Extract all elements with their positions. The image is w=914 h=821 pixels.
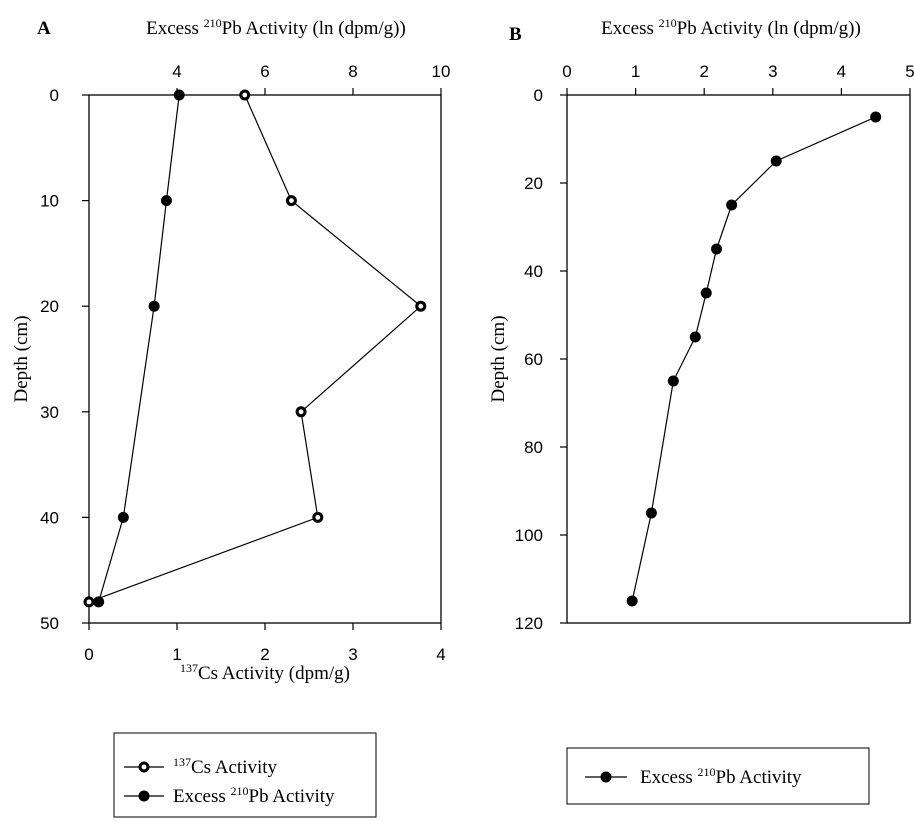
panel-label-a: A: [37, 18, 51, 39]
data-point-a-0-4: [312, 511, 324, 523]
data-point-a-1-3: [117, 511, 129, 523]
y-tick-label-a: 40: [40, 508, 59, 527]
series-line-a-0: [88, 94, 422, 603]
top-tick-label-b: 5: [905, 62, 914, 81]
y-tick-label-a: 20: [40, 297, 59, 316]
y-tick-label-a: 10: [40, 192, 59, 211]
data-point-a-0-1-inner: [289, 198, 294, 204]
plot-frame-a: [88, 94, 442, 624]
legend-marker-a-1: [138, 790, 150, 802]
data-point-a-0-3: [295, 406, 307, 418]
data-point-a-0-0: [239, 89, 251, 101]
data-point-a-0-1: [285, 195, 297, 207]
legend-label-a-1: Excess 210Pb Activity: [173, 784, 335, 807]
data-point-a-0-4-inner: [315, 515, 321, 520]
top-tick-label-a: 10: [432, 62, 451, 81]
data-point-a-0-2-inner: [418, 303, 424, 309]
series-line-b-0: [631, 116, 876, 602]
y-axis-label-b: Depth (cm): [488, 315, 509, 402]
data-point-a-1-0: [173, 89, 185, 101]
bottom-tick-label-a: 0: [84, 645, 93, 664]
top-tick-label-a: 4: [172, 62, 181, 81]
panel-a: A 0 10 20 30 40 50 Depth (cm) 0 1 2 3 4 137Cs Activit…: [11, 16, 451, 818]
data-point-b-0-7: [645, 507, 657, 519]
top-tick-label-a: 6: [260, 62, 269, 81]
data-point-b-0-6: [667, 375, 679, 387]
bottom-axis-label-a: 137Cs Activity (dpm/g): [180, 661, 350, 684]
legend-box-b: [566, 747, 870, 805]
y-tick-label-b: 100: [515, 526, 543, 545]
data-point-a-1-2: [148, 300, 160, 312]
bottom-tick-label-a: 2: [260, 645, 269, 664]
legend-b: Excess 210Pb Activity: [566, 747, 870, 805]
bottom-tick-label-a: 4: [436, 645, 445, 664]
legend-box-a: [113, 732, 377, 818]
y-tick-label-b: 0: [534, 86, 543, 105]
bottom-tick-label-a: 1: [172, 645, 181, 664]
top-tick-label-b: 3: [768, 62, 777, 81]
panel-b: B 0 20 40 60 80 100 120 Depth (cm) 0 1 2 3 4 5 Excess 2…: [488, 16, 914, 805]
plot-frame-b: [566, 94, 911, 624]
top-axis-label-a: Excess 210Pb Activity (ln (dpm/g)): [146, 16, 406, 39]
y-tick-label-b: 40: [524, 262, 543, 281]
top-tick-label-b: 2: [699, 62, 708, 81]
legend-label-a-0: 137Cs Activity: [173, 755, 278, 778]
legend-a: 137Cs Activity Excess 210Pb Activity: [113, 732, 377, 818]
y-tick-label-b: 60: [524, 350, 543, 369]
y-tick-label-b: 120: [515, 614, 543, 633]
top-tick-label-b: 0: [562, 62, 571, 81]
data-point-a-0-5-inner: [86, 599, 92, 605]
data-point-b-0-4: [700, 287, 712, 299]
panel-label-b: B: [509, 24, 522, 45]
legend-label-b-0: Excess 210Pb Activity: [640, 765, 802, 788]
y-tick-label-a: 0: [50, 86, 59, 105]
legend-marker-a-0: [138, 761, 150, 773]
data-point-b-0-1: [770, 155, 782, 167]
legend-marker-b-0: [600, 771, 612, 783]
top-tick-label-b: 1: [631, 62, 640, 81]
data-point-a-1-4: [93, 596, 105, 608]
y-tick-label-b: 20: [524, 174, 543, 193]
data-point-a-0-5: [83, 596, 95, 608]
y-tick-label-a: 50: [40, 614, 59, 633]
y-axis-label-a: Depth (cm): [11, 315, 32, 402]
data-point-a-0-2: [415, 300, 427, 312]
data-point-b-0-5: [689, 331, 701, 343]
top-axis-label-b: Excess 210Pb Activity (ln (dpm/g)): [601, 16, 861, 39]
y-tick-label-a: 30: [40, 403, 59, 422]
data-point-b-0-0: [870, 111, 882, 123]
data-point-a-0-0-inner: [242, 92, 248, 98]
top-tick-label-b: 4: [837, 62, 846, 81]
legend-marker-a-0-inner: [141, 764, 147, 770]
data-point-b-0-2: [726, 199, 738, 211]
data-point-a-1-1: [160, 195, 172, 207]
data-point-b-0-8: [626, 595, 638, 607]
data-point-a-0-3-inner: [298, 409, 304, 415]
top-tick-label-a: 8: [348, 62, 357, 81]
series-line-a-1: [98, 94, 180, 603]
bottom-tick-label-a: 3: [348, 645, 357, 664]
data-point-b-0-3: [711, 243, 723, 255]
y-tick-label-b: 80: [524, 438, 543, 457]
